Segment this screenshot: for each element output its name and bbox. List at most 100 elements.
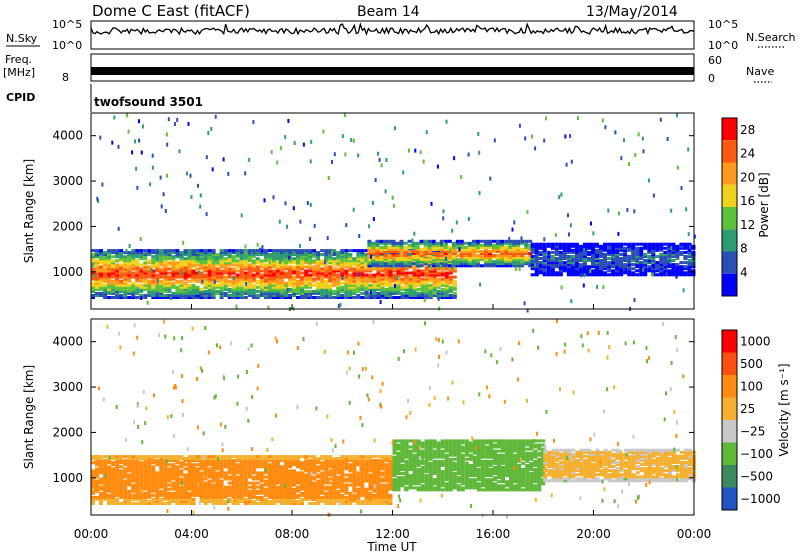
heatmap-cell — [380, 281, 385, 285]
heatmap-cell — [312, 271, 317, 275]
heatmap-cell — [203, 289, 208, 293]
heatmap-cell — [304, 467, 309, 471]
heatmap-cell — [566, 263, 571, 267]
heatmap-cell — [247, 249, 252, 253]
heatmap-cell — [107, 287, 112, 291]
heatmap-cell — [292, 250, 294, 255]
heatmap-cell — [554, 257, 559, 260]
heatmap-cell — [440, 277, 445, 281]
heatmap-cell — [603, 252, 607, 256]
heatmap-cell — [543, 237, 546, 242]
heatmap-cell — [316, 495, 321, 499]
heatmap-cell — [360, 259, 365, 263]
heatmap-cell — [452, 294, 457, 297]
heatmap-cell — [247, 257, 252, 261]
heatmap-cell — [199, 475, 204, 479]
heatmap-cell — [203, 467, 208, 471]
heatmap-cell — [115, 465, 120, 469]
heatmap-cell — [296, 271, 300, 275]
heatmap-cell — [534, 248, 539, 252]
heatmap-cell — [396, 285, 401, 289]
heatmap-cell — [512, 260, 517, 264]
heatmap-cell — [271, 279, 276, 283]
heatmap-cell — [155, 471, 160, 475]
heatmap-cell — [288, 491, 292, 495]
heatmap-cell — [146, 300, 149, 305]
heatmap-cell — [239, 457, 244, 461]
heatmap-cell — [435, 258, 440, 262]
heatmap-cell — [304, 463, 309, 467]
heatmap-cell — [336, 497, 341, 501]
heatmap-cell — [611, 265, 616, 269]
heatmap-cell — [368, 467, 373, 471]
heatmap-cell — [356, 495, 361, 499]
colorbar-tick-label: 8 — [740, 242, 748, 256]
heatmap-cell — [475, 256, 480, 260]
heatmap-cell — [308, 463, 313, 467]
heatmap-cell — [578, 271, 583, 275]
cpid-program: twofsound 3501 — [94, 95, 203, 109]
heatmap-cell — [143, 473, 148, 477]
heatmap-cell — [370, 254, 373, 259]
heatmap-cell — [372, 287, 377, 291]
heatmap-cell — [631, 267, 636, 271]
noise-left-tick-top: 10^5 — [52, 18, 82, 31]
heatmap-cell — [615, 263, 620, 267]
heatmap-cell — [199, 294, 204, 297]
heatmap-cell — [243, 259, 248, 263]
heatmap-cell — [199, 296, 204, 299]
heatmap-cell — [215, 473, 220, 477]
heatmap-cell — [139, 285, 144, 289]
heatmap-cell — [167, 267, 172, 271]
heatmap-cell — [255, 457, 260, 461]
heatmap-cell — [215, 475, 220, 479]
heatmap-cell — [231, 291, 236, 295]
heatmap-cell — [151, 263, 156, 267]
heatmap-cell — [324, 467, 329, 471]
heatmap-cell — [444, 289, 449, 293]
heatmap-cell — [368, 493, 373, 497]
heatmap-cell — [435, 241, 440, 245]
heatmap-cell — [135, 279, 140, 283]
heatmap-cell — [95, 277, 99, 281]
heatmap-cell — [227, 471, 232, 475]
heatmap-cell — [380, 275, 385, 279]
heatmap-cell — [127, 457, 132, 461]
heatmap-cell — [135, 493, 140, 497]
heatmap-cell — [143, 471, 148, 475]
heatmap-cell — [259, 261, 264, 265]
heatmap-cell — [459, 239, 464, 243]
heatmap-cell — [683, 271, 688, 275]
heatmap-cell — [324, 469, 329, 473]
heatmap-cell — [595, 261, 599, 265]
heatmap-cell — [639, 273, 644, 277]
heatmap-cell — [111, 485, 116, 489]
heatmap-cell — [627, 265, 632, 269]
heatmap-cell — [376, 461, 381, 465]
heatmap-cell — [187, 487, 192, 491]
heatmap-cell — [107, 483, 112, 487]
heatmap-cell — [235, 500, 240, 503]
heatmap-cell — [136, 185, 139, 190]
heatmap-cell — [159, 457, 164, 461]
heatmap-cell — [99, 253, 103, 257]
heatmap-cell — [127, 253, 132, 257]
freq-trace — [91, 67, 694, 75]
heatmap-cell — [191, 457, 196, 461]
heatmap-cell — [562, 242, 567, 246]
heatmap-cell — [603, 263, 607, 267]
heatmap-cell — [384, 493, 389, 497]
heatmap-cell — [388, 469, 393, 473]
heatmap-cell — [155, 463, 160, 467]
heatmap-cell — [304, 497, 309, 501]
heatmap-cell — [195, 251, 200, 255]
heatmap-cell — [267, 479, 272, 483]
heatmap-cell — [231, 281, 236, 285]
heatmap-cell — [316, 285, 321, 289]
heatmap-cell — [383, 254, 388, 258]
heatmap-cell — [332, 465, 337, 469]
heatmap-cell — [671, 265, 676, 269]
heatmap-cell — [344, 455, 349, 459]
heatmap-cell — [528, 239, 533, 243]
heatmap-cell — [376, 463, 381, 467]
